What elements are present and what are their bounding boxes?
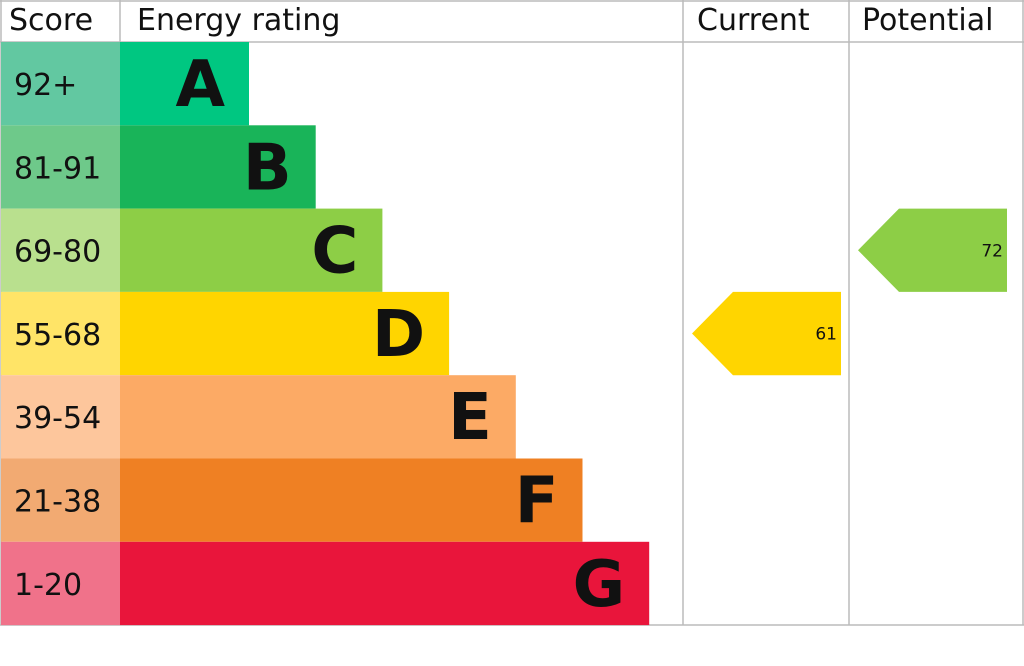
band-bar-e bbox=[120, 375, 516, 459]
band-letter-d: D bbox=[372, 298, 425, 372]
score-range-c: 69-80 bbox=[14, 235, 101, 270]
header-potential: Potential bbox=[862, 3, 993, 38]
band-letter-f: F bbox=[515, 465, 559, 539]
header-score: Score bbox=[9, 3, 93, 38]
band-bar-b bbox=[120, 125, 316, 209]
score-cell-g bbox=[1, 541, 120, 626]
band-bar-g bbox=[120, 541, 650, 626]
score-cell-e bbox=[1, 375, 120, 459]
potential-rating-arrow bbox=[858, 208, 1007, 292]
score-range-b: 81-91 bbox=[14, 151, 101, 186]
score-cell-c bbox=[1, 208, 120, 292]
current-rating-arrow bbox=[692, 291, 841, 376]
potential-rating-value: 72 bbox=[981, 241, 1003, 261]
score-range-g: 1-20 bbox=[14, 568, 82, 603]
score-range-a: 92+ bbox=[14, 68, 77, 103]
band-bar-a bbox=[120, 42, 249, 126]
score-range-e: 39-54 bbox=[14, 401, 101, 436]
band-letter-g: G bbox=[573, 548, 626, 622]
band-bar-d bbox=[120, 291, 450, 376]
band-letter-a: A bbox=[175, 48, 225, 122]
score-cell-a bbox=[1, 42, 120, 126]
band-letter-b: B bbox=[243, 131, 292, 205]
band-letter-c: C bbox=[311, 215, 358, 289]
header-energy-rating: Energy rating bbox=[137, 3, 340, 38]
current-rating-value: 61 bbox=[815, 325, 837, 345]
score-cell-d bbox=[1, 291, 120, 376]
header-current: Current bbox=[697, 3, 810, 38]
band-bar-f bbox=[120, 458, 583, 542]
score-range-f: 21-38 bbox=[14, 485, 101, 520]
band-letter-e: E bbox=[448, 381, 492, 455]
score-cell-f bbox=[1, 458, 120, 542]
score-range-d: 55-68 bbox=[14, 318, 101, 353]
score-cell-b bbox=[1, 125, 120, 209]
band-bar-c bbox=[120, 208, 383, 292]
